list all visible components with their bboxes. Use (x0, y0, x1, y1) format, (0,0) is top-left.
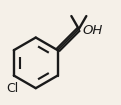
Text: OH: OH (83, 24, 103, 37)
Text: Cl: Cl (7, 82, 19, 95)
